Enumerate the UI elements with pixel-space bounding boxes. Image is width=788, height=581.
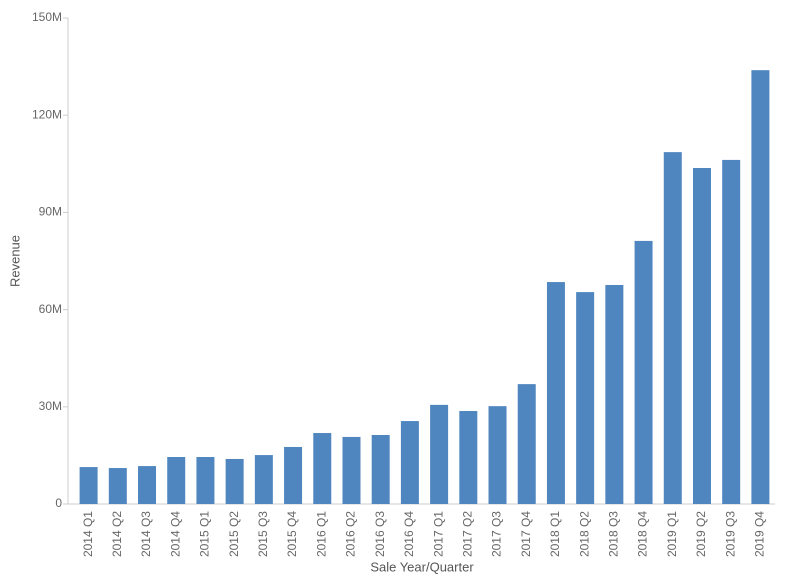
bar: [546, 282, 565, 504]
y-tick-label: 120M: [32, 107, 62, 121]
bar: [722, 159, 741, 505]
bar: [138, 466, 157, 504]
x-tick-label: 2015 Q4: [285, 511, 299, 557]
x-tick-label: 2016 Q3: [373, 511, 387, 557]
x-axis-title: Sale Year/Quarter: [370, 559, 474, 574]
y-tick-label: 150M: [32, 10, 62, 24]
x-tick-label: 2016 Q4: [402, 511, 416, 557]
bar: [400, 421, 419, 504]
x-tick-label: 2015 Q1: [198, 511, 212, 557]
y-axis-title: Revenue: [7, 235, 22, 287]
x-tick-label: 2016 Q2: [344, 511, 358, 557]
x-tick-label: 2019 Q4: [753, 511, 767, 557]
bar: [692, 168, 711, 504]
x-tick-label: 2018 Q1: [548, 511, 562, 557]
bar: [196, 457, 215, 504]
x-tick-label: 2019 Q2: [694, 511, 708, 557]
bar: [225, 458, 244, 504]
bar: [284, 446, 303, 504]
x-tick-label: 2014 Q4: [168, 511, 182, 557]
x-tick-label: 2015 Q3: [256, 511, 270, 557]
x-tick-label: 2017 Q4: [519, 511, 533, 557]
x-tick-label: 2014 Q3: [139, 511, 153, 557]
bar: [254, 455, 273, 504]
x-tick-label: 2019 Q3: [723, 511, 737, 557]
x-tick-label: 2018 Q2: [577, 511, 591, 557]
bar: [576, 292, 595, 504]
y-tick-label: 60M: [39, 302, 62, 316]
x-tick-label: 2014 Q1: [81, 511, 95, 557]
bar: [371, 434, 390, 504]
y-tick-label: 90M: [39, 205, 62, 219]
bar: [459, 411, 478, 504]
bar: [313, 433, 332, 504]
x-tick-label: 2014 Q2: [110, 511, 124, 557]
x-tick-label: 2016 Q1: [314, 511, 328, 557]
y-tick-label: 0: [55, 496, 62, 510]
bar: [605, 284, 624, 504]
bar: [517, 384, 536, 504]
x-tick-label: 2018 Q3: [607, 511, 621, 557]
bar: [79, 467, 98, 504]
x-tick-label: 2017 Q3: [490, 511, 504, 557]
y-tick-label: 30M: [39, 399, 62, 413]
bar: [663, 152, 682, 505]
bar: [751, 70, 770, 504]
x-tick-label: 2018 Q4: [636, 511, 650, 557]
bar: [488, 406, 507, 504]
bar: [167, 457, 186, 504]
x-tick-label: 2017 Q2: [460, 511, 474, 557]
bar: [108, 468, 127, 504]
x-tick-label: 2019 Q1: [665, 511, 679, 557]
bar: [634, 240, 653, 505]
x-tick-label: 2015 Q2: [227, 511, 241, 557]
x-tick-label: 2017 Q1: [431, 511, 445, 557]
bar: [430, 404, 449, 504]
bar: [342, 436, 361, 504]
